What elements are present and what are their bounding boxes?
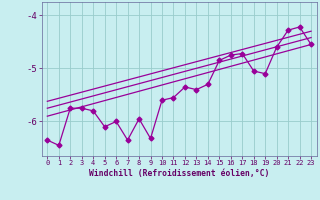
X-axis label: Windchill (Refroidissement éolien,°C): Windchill (Refroidissement éolien,°C): [89, 169, 269, 178]
